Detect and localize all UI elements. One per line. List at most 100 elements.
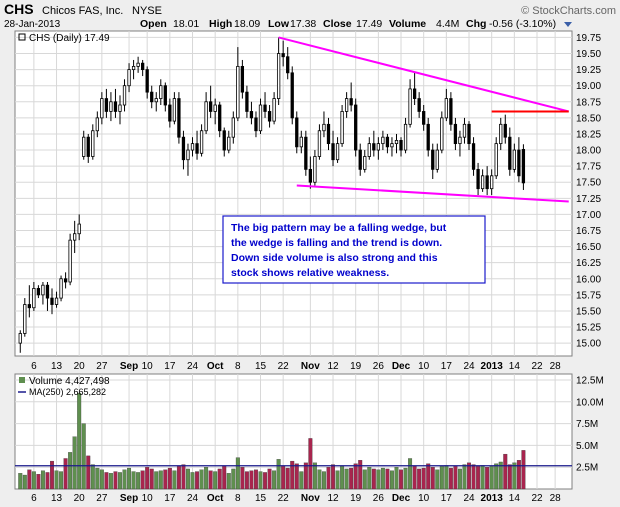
annotation-line-2: the wedge is falling and the trend is do…	[231, 237, 442, 249]
price-y-tick-label: 17.00	[576, 210, 601, 221]
price-y-tick-label: 15.25	[576, 323, 601, 334]
price-legend: CHS (Daily) 17.49	[18, 33, 110, 44]
volume-bar	[344, 468, 349, 490]
candle-body	[100, 98, 104, 119]
volume-bar	[353, 463, 358, 490]
candle-body	[349, 98, 353, 106]
volume-bar	[290, 460, 295, 490]
volume-x-tick-label: Dec	[392, 493, 411, 504]
candle-body	[290, 72, 294, 119]
price-trendlines	[278, 36, 569, 203]
volume-x-tick-label: 27	[96, 493, 108, 504]
volume-bar	[485, 467, 490, 490]
candle-body	[517, 149, 521, 177]
candle-body	[195, 143, 199, 154]
symbol-title: CHS	[4, 1, 34, 17]
price-x-tick-label: 10	[418, 361, 430, 372]
candle-body	[73, 233, 77, 241]
candle-body	[227, 136, 231, 151]
annotation-line-3: Down side volume is also strong and this	[231, 252, 438, 264]
volume-y-tick-label: 7.5M	[576, 419, 598, 430]
price-x-axis: 6 13 20 27 Sep 10 17 24 Oct 8 15 22 Nov 12 19 26 Dec 10 17…	[31, 361, 561, 372]
volume-bar	[498, 461, 503, 490]
candle-body	[503, 123, 507, 138]
candle-body	[458, 136, 462, 145]
volume-bar	[181, 464, 186, 490]
volume-bar	[507, 464, 512, 490]
candle-body	[141, 62, 145, 71]
candle-body	[494, 143, 498, 177]
volume-bar	[258, 471, 263, 490]
candle-body	[304, 136, 308, 170]
high-value: 18.09	[234, 18, 260, 30]
price-y-tick-label: 18.25	[576, 129, 601, 140]
candle-body	[131, 65, 136, 71]
candle-body	[118, 104, 122, 112]
price-y-tick-label: 19.50	[576, 49, 601, 60]
candle-body	[159, 85, 163, 99]
volume-bar	[385, 468, 390, 490]
volume-bar	[285, 467, 290, 490]
volume-bar	[140, 470, 145, 490]
volume-bar	[371, 468, 376, 490]
volume-bar	[222, 466, 227, 490]
volume-bar	[131, 471, 136, 490]
dropdown-arrow-icon[interactable]	[564, 22, 572, 27]
candle-body	[286, 56, 290, 74]
candle-body	[299, 136, 303, 148]
candle-body	[172, 98, 177, 122]
volume-bar	[59, 471, 64, 490]
volume-bar	[349, 467, 354, 490]
volume-bar	[471, 464, 476, 490]
candle-body	[422, 111, 426, 125]
candle-body	[358, 149, 362, 170]
candle-body	[27, 304, 31, 309]
candle-body	[462, 123, 467, 138]
candle-body	[344, 98, 349, 112]
candle-body	[258, 104, 263, 132]
candle-body	[127, 69, 131, 87]
volume-bar	[412, 466, 417, 490]
volume-x-tick-label: 10	[418, 493, 430, 504]
volume-x-tick-label: 14	[509, 493, 521, 504]
volume-bar	[50, 460, 54, 490]
volume-bar	[27, 469, 32, 490]
volume-x-tick-label: Sep	[120, 493, 138, 504]
candle-body	[367, 143, 371, 157]
candle-body	[471, 143, 476, 170]
candle-body	[322, 123, 326, 132]
wedge-lower-line	[296, 184, 569, 203]
candle-body	[263, 104, 267, 112]
candle-body	[308, 168, 313, 183]
candle-body	[68, 239, 72, 283]
candle-body	[335, 143, 340, 161]
price-x-tick-label: 15	[255, 361, 267, 372]
volume-bar	[267, 468, 272, 490]
annotation-box	[222, 215, 486, 284]
price-x-tick-label: 24	[187, 361, 199, 372]
candle-body	[32, 288, 36, 309]
volume-bar	[217, 468, 222, 490]
volume-bar	[95, 467, 100, 490]
open-value: 18.01	[173, 18, 199, 30]
price-legend-text: CHS (Daily) 17.49	[29, 33, 110, 44]
volume-bar	[118, 472, 122, 490]
volume-bar	[244, 471, 249, 490]
volume-bar	[172, 470, 177, 490]
volume-bar	[45, 472, 50, 490]
volume-x-tick-label: 12	[327, 493, 339, 504]
volume-bar	[104, 472, 109, 490]
candle-body	[390, 143, 394, 148]
volume-x-tick-label: Oct	[207, 493, 224, 504]
volume-legend: Volume 4,427,498 MA(250) 2,665,282	[18, 376, 110, 397]
low-label: Low	[268, 18, 290, 30]
volume-bar	[340, 466, 345, 490]
candle-body	[313, 156, 317, 183]
candle-body	[317, 130, 322, 157]
volume-bar	[18, 473, 23, 490]
volume-bar	[331, 464, 335, 490]
candle-body	[23, 304, 27, 334]
price-x-tick-label: 19	[350, 361, 362, 372]
volume-bar	[208, 470, 213, 490]
